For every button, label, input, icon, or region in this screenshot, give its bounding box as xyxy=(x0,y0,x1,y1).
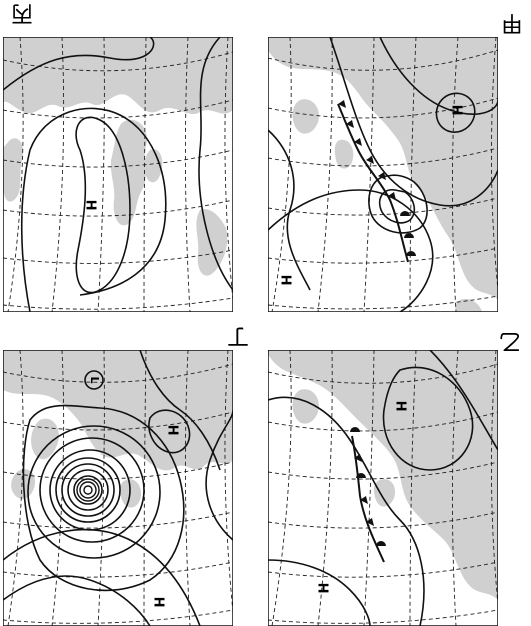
land-mass xyxy=(292,389,319,424)
pressure-label-high: H xyxy=(315,583,330,594)
weather-front xyxy=(350,427,386,563)
pressure-label-high: H xyxy=(165,425,180,436)
panel-letter-top-left: 丙 xyxy=(11,0,33,25)
pressure-label-high: H xyxy=(83,200,98,211)
map-panel-bottom-left: H H L xyxy=(3,350,233,626)
land-mass xyxy=(3,138,24,202)
cyclone-center xyxy=(76,478,100,502)
lat-lon-grid xyxy=(3,37,233,312)
map-panel-top-right: H H xyxy=(268,37,498,312)
pressure-label-high: H xyxy=(449,105,464,116)
map-panel-bottom-right: H H xyxy=(268,350,498,626)
panel-letter-bottom-left: 丁 xyxy=(227,323,249,348)
land-mass xyxy=(373,479,396,507)
land-mass xyxy=(334,139,354,169)
land-mass xyxy=(196,209,228,276)
map-panel-top-left: H xyxy=(3,37,233,312)
pressure-label-high: H xyxy=(151,597,166,608)
pressure-label-low: L xyxy=(88,376,101,383)
isobars xyxy=(3,350,233,626)
land-mass xyxy=(3,37,233,115)
pressure-label-high: H xyxy=(393,401,408,412)
pressure-label-high: H xyxy=(278,275,293,286)
lat-lon-grid xyxy=(268,350,498,626)
land-mass xyxy=(268,37,498,300)
panel-letter-bottom-right: 乙 xyxy=(499,328,521,353)
land-mass xyxy=(268,350,498,600)
panel-letter-top-right: 甲 xyxy=(501,10,523,35)
land-mass xyxy=(292,99,319,134)
weather-front xyxy=(337,100,416,263)
isobars xyxy=(268,37,498,312)
land-mass xyxy=(31,418,59,460)
isobars xyxy=(3,37,233,312)
land-mass xyxy=(144,149,163,183)
isobars xyxy=(268,350,498,626)
land-mass xyxy=(455,298,482,312)
